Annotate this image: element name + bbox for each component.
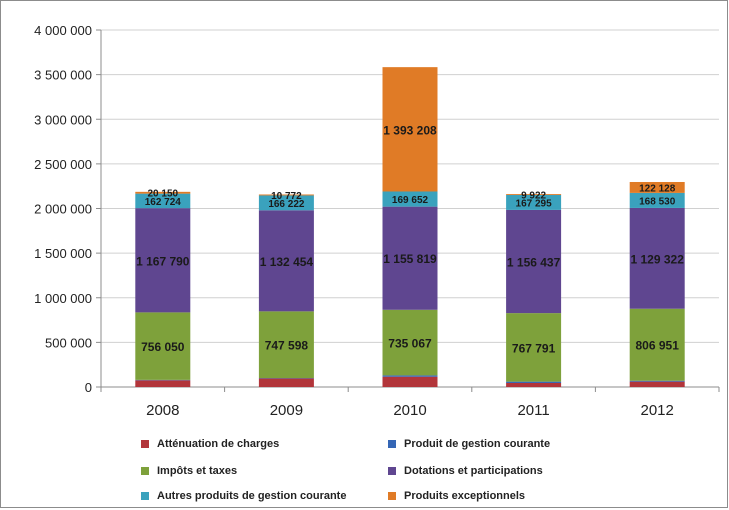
- data-label: 168 530: [639, 196, 676, 207]
- x-tick-label: 2011: [517, 402, 549, 419]
- data-label: 1 132 454: [260, 255, 314, 269]
- data-label: 1 156 437: [507, 256, 561, 270]
- data-label: 10 772: [271, 191, 302, 202]
- y-tick-label: 500 000: [45, 335, 92, 350]
- data-label: 1 393 208: [383, 123, 437, 137]
- data-label: 9 922: [521, 191, 546, 202]
- data-label: 806 951: [636, 339, 680, 353]
- bar-segment: [259, 379, 314, 387]
- y-tick-label: 1 500 000: [34, 246, 92, 261]
- x-tick-label: 2009: [270, 402, 303, 419]
- bar-segment: [506, 382, 561, 383]
- y-tick-label: 1 000 000: [34, 291, 92, 306]
- y-tick-label: 3 000 000: [34, 112, 92, 127]
- bar-segment: [135, 380, 190, 387]
- y-tick-label: 2 000 000: [34, 202, 92, 217]
- bar-segment: [630, 382, 685, 387]
- data-label: 747 598: [265, 339, 309, 353]
- data-label: 1 129 322: [631, 252, 685, 266]
- bar-segment: [506, 383, 561, 387]
- data-label: 756 050: [141, 340, 185, 354]
- x-tick-label: 2012: [641, 402, 674, 419]
- data-label: 169 652: [392, 195, 429, 206]
- y-tick-label: 0: [85, 380, 92, 395]
- bar-segment: [630, 381, 685, 382]
- y-tick-label: 4 000 000: [34, 23, 92, 38]
- data-label: 767 791: [512, 341, 556, 355]
- bar-segment: [383, 377, 438, 387]
- data-label: 1 167 790: [136, 254, 190, 268]
- y-tick-label: 3 500 000: [34, 68, 92, 83]
- x-tick-label: 2008: [146, 402, 179, 419]
- data-label: 122 128: [639, 183, 676, 194]
- x-tick-label: 2010: [393, 402, 426, 419]
- y-tick-label: 2 500 000: [34, 157, 92, 172]
- data-label: 1 155 819: [383, 252, 437, 266]
- bar-segment: [383, 375, 438, 376]
- data-label: 735 067: [388, 337, 432, 351]
- data-label: 20 150: [148, 189, 179, 200]
